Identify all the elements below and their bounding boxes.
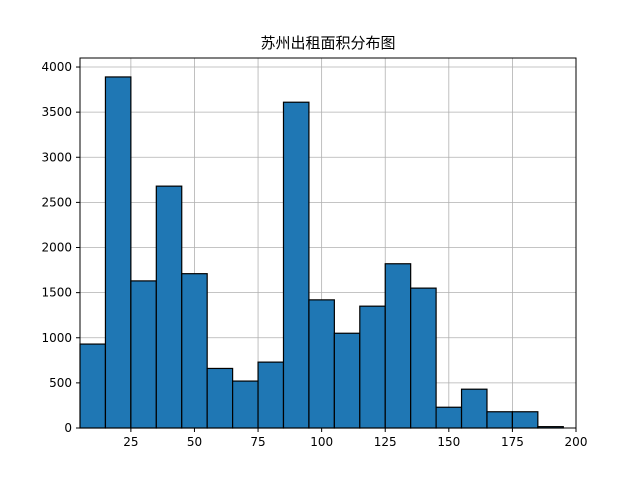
axes [76,57,577,432]
x-tick-label: 25 [123,435,138,449]
x-tick-label: 125 [374,435,397,449]
histogram-bar [257,361,285,429]
histogram-bar [435,406,463,429]
histogram-bar [232,380,259,429]
histogram-bar [410,287,437,429]
histogram-bar [359,305,386,429]
x-tick-label: 150 [437,435,460,449]
y-tick-label: 1500 [41,286,72,300]
histogram-bar [79,343,107,429]
y-tick-label: 1000 [41,331,72,345]
histogram-bar [333,332,361,429]
y-tick-label: 2500 [41,195,72,209]
y-tick-label: 3500 [41,105,72,119]
y-tick-label: 3000 [41,150,72,164]
x-tick-label: 100 [310,435,333,449]
chart-title: 苏州出租面积分布图 [260,34,395,52]
y-tick-label: 2000 [41,241,72,255]
histogram-bar [308,299,335,429]
histogram-bar [460,388,488,429]
histogram-bar [384,263,412,429]
x-tick-label: 75 [250,435,265,449]
y-tick-label: 500 [49,376,72,390]
x-tick-label: 175 [501,435,524,449]
histogram-bar [282,101,310,429]
x-tick-label: 200 [565,435,588,449]
x-tick-label: 50 [187,435,202,449]
plot-frame [79,57,577,429]
y-tick-label: 0 [64,421,72,435]
histogram-bar [511,411,539,429]
y-tick-label: 4000 [41,60,72,74]
tick-labels: 25 50 75 100 125 150 175 2000500100015002000250… [41,60,587,449]
histogram-bar [206,367,234,429]
histogram-bar [155,185,183,429]
histogram-bar [130,280,157,429]
histogram-bar [181,273,208,429]
histogram-bar [104,76,132,429]
histogram-bars [79,76,564,429]
histogram-bar [486,411,514,429]
